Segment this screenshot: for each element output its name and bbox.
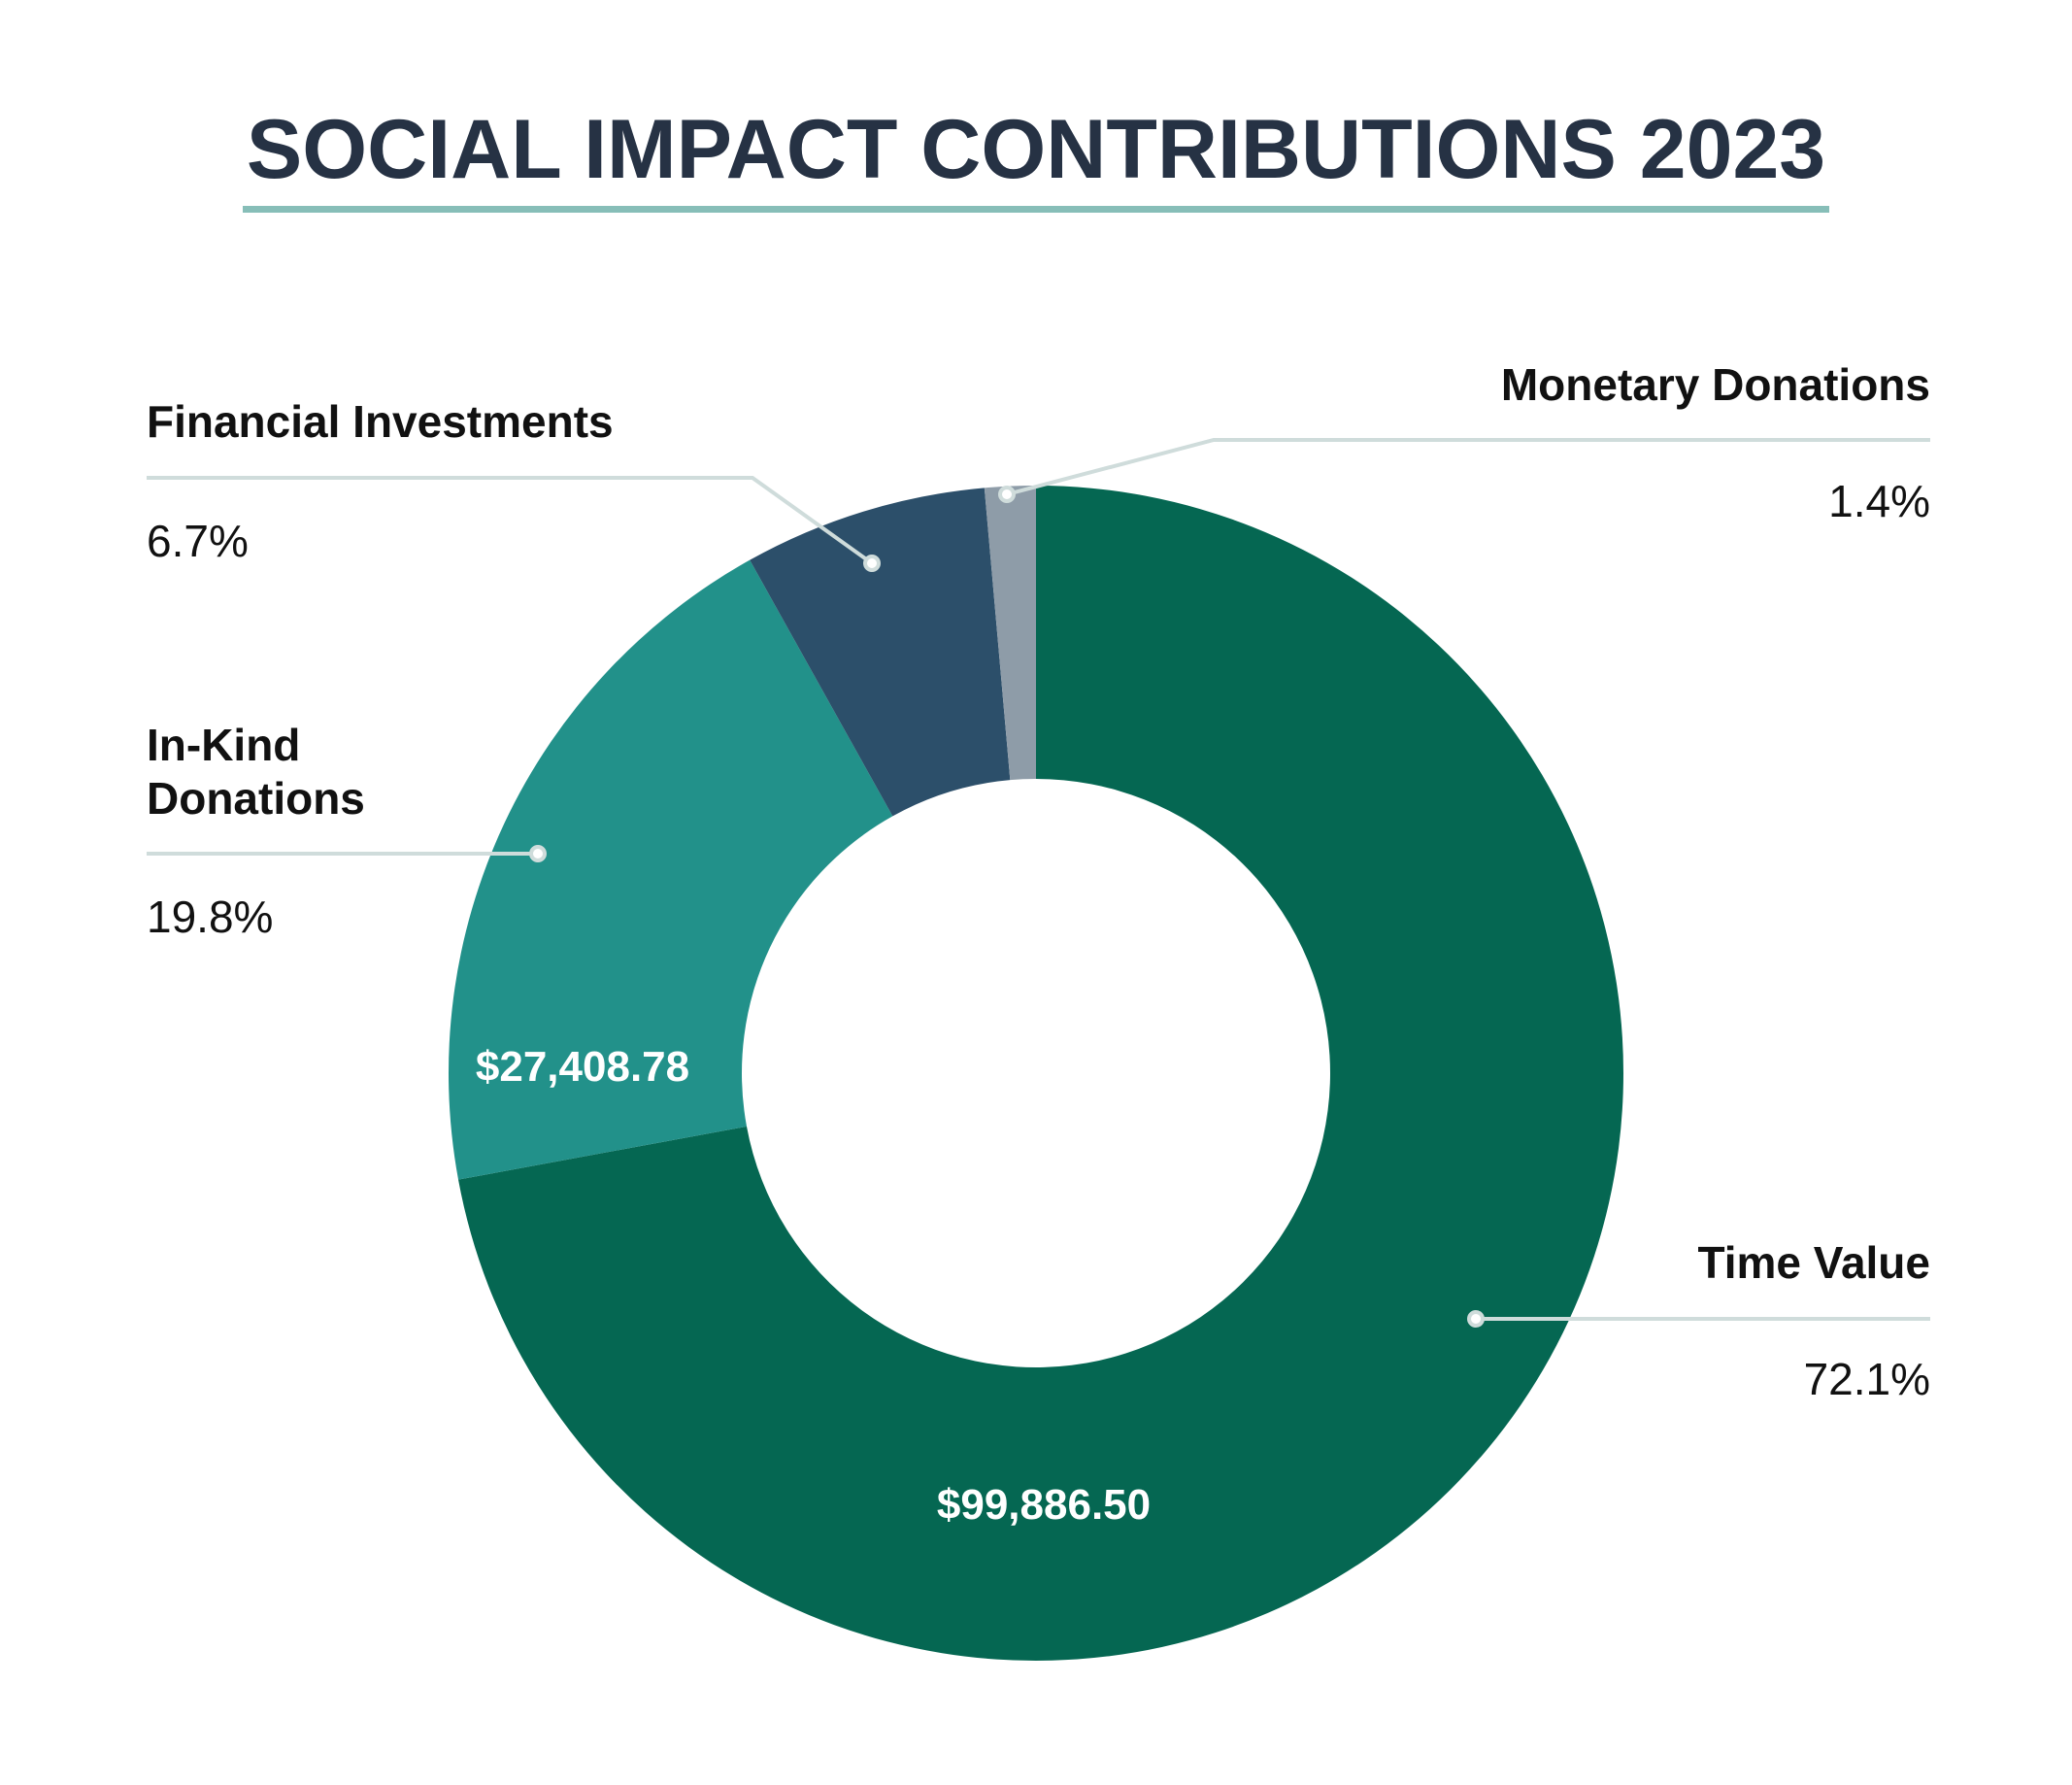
slices bbox=[449, 486, 1624, 1661]
leader-dot-monetary-donations bbox=[998, 486, 1016, 503]
category-label-in-kind-line-1: In-Kind bbox=[147, 720, 300, 770]
percent-label-in-kind-donations: 19.8% bbox=[147, 892, 273, 942]
slice-time-value bbox=[458, 486, 1624, 1661]
leader-dot-time-value bbox=[1467, 1310, 1485, 1328]
percent-label-financial-investments: 6.7% bbox=[147, 516, 249, 566]
percent-label-monetary-donations: 1.4% bbox=[1828, 476, 1930, 526]
category-label-financial-investments: Financial Investments bbox=[147, 396, 614, 447]
category-label-monetary-donations: Monetary Donations bbox=[1501, 359, 1930, 410]
category-label-time-value: Time Value bbox=[1697, 1237, 1930, 1288]
percent-label-time-value: 72.1% bbox=[1804, 1354, 1930, 1404]
leader-line-monetary-donations bbox=[1006, 438, 1930, 496]
leader-line-financial-investments bbox=[147, 476, 874, 565]
category-label-in-kind-line-2: Donations bbox=[147, 773, 365, 824]
title-underline bbox=[243, 206, 1829, 213]
leader-lines bbox=[147, 438, 1930, 1328]
slice-monetary-donations bbox=[984, 486, 1036, 781]
slice-financial-investments bbox=[750, 488, 1011, 817]
value-label-time-value: $99,886.50 bbox=[937, 1481, 1151, 1529]
leader-dot-financial-investments bbox=[863, 555, 881, 572]
chart-title: SOCIAL IMPACT CONTRIBUTIONS 2023 bbox=[247, 103, 1825, 196]
value-label-in-kind-donations: $27,408.78 bbox=[476, 1043, 689, 1091]
slice-in-kind-donations bbox=[449, 559, 893, 1180]
leader-dot-in-kind-donations bbox=[529, 845, 547, 862]
